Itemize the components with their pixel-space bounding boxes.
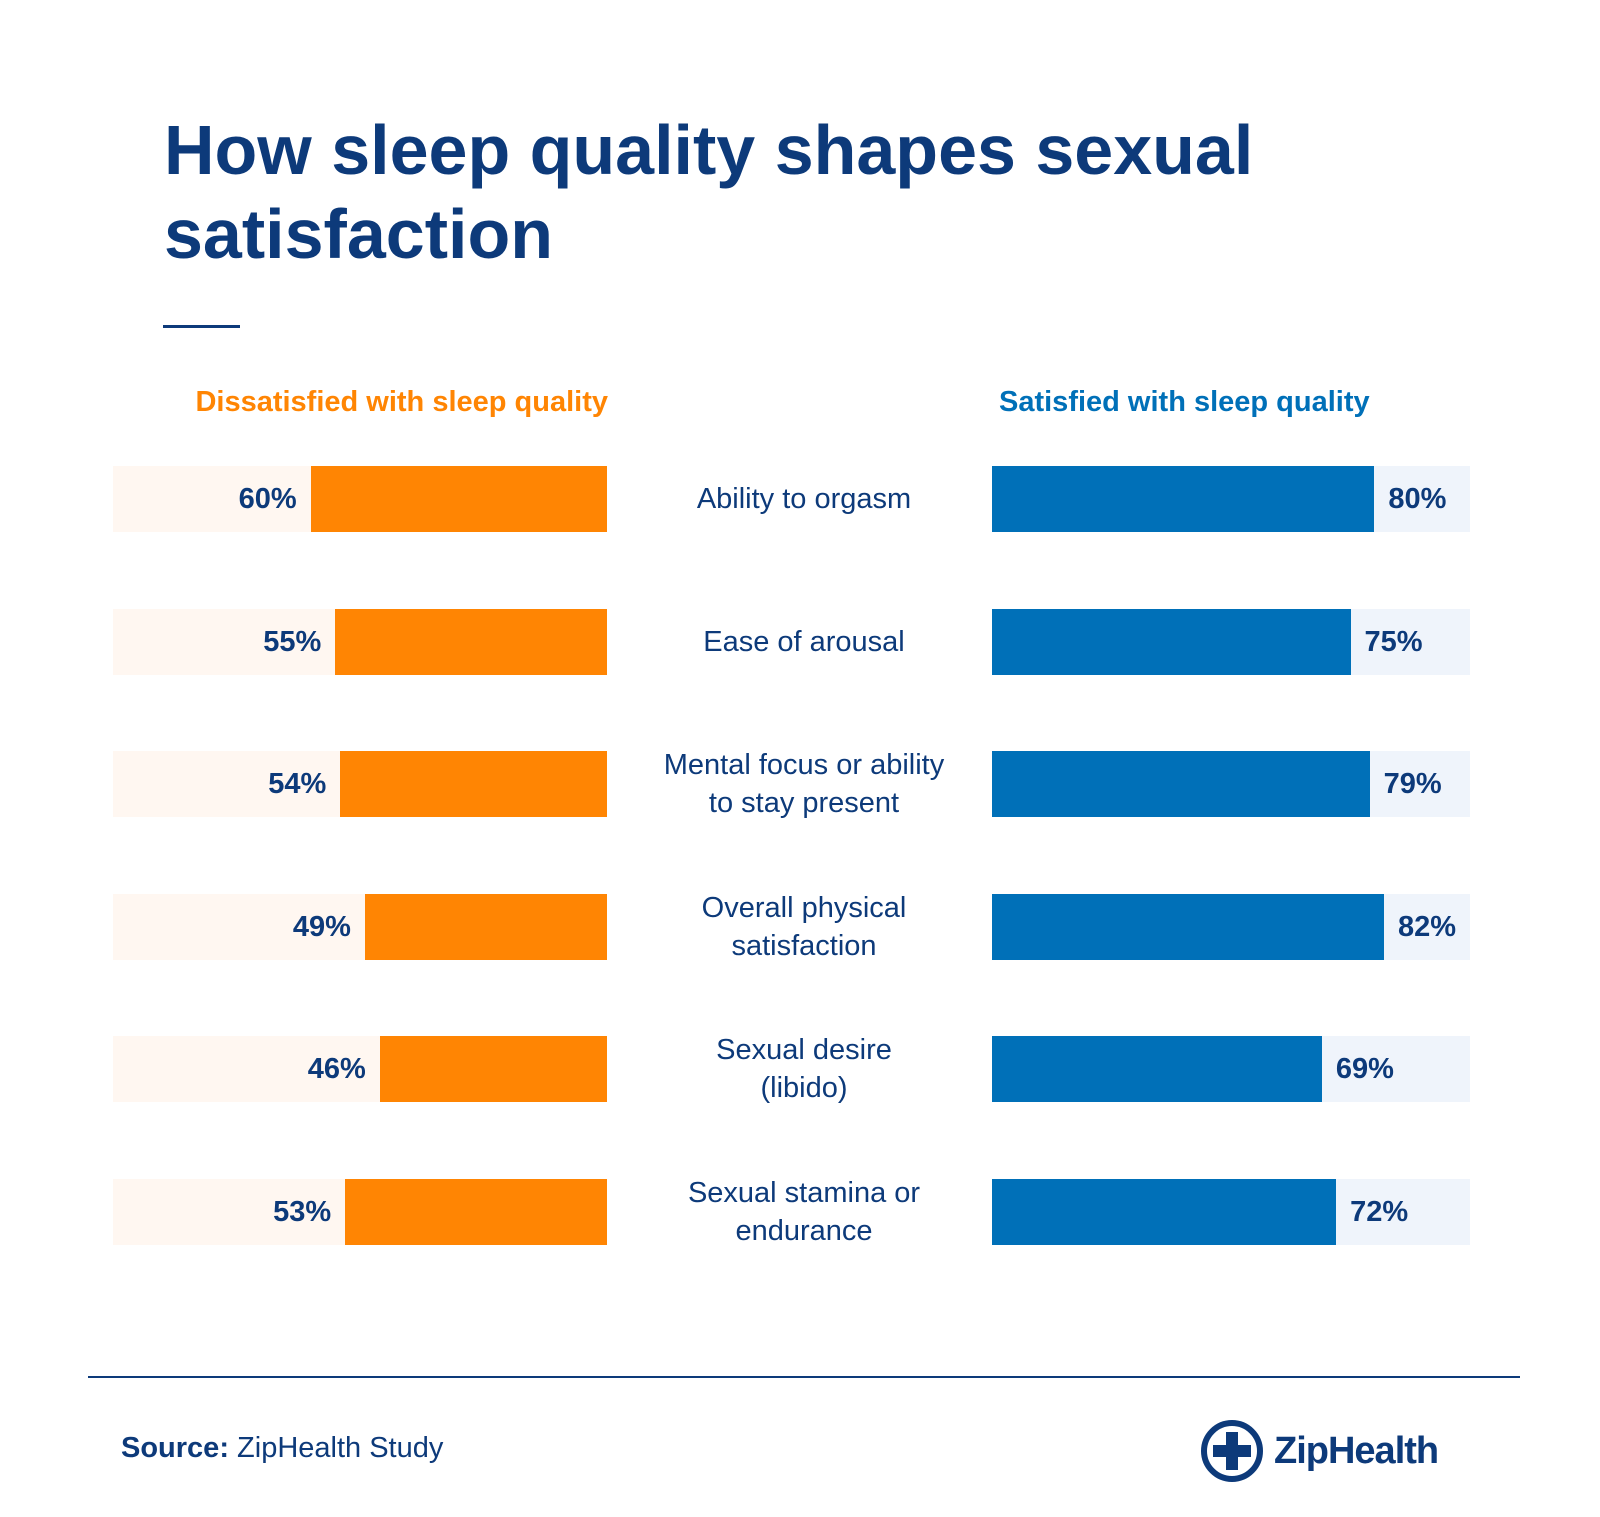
dissatisfied-value-label: 55% <box>263 625 322 658</box>
legend-dissatisfied: Dissatisfied with sleep quality <box>195 386 608 418</box>
source-label: Source: <box>121 1432 229 1464</box>
category-label-line: Sexual stamina or <box>687 1176 921 1209</box>
satisfied-value-label: 80% <box>1388 483 1447 515</box>
dissatisfied-bar <box>345 1178 607 1245</box>
satisfied-track: 72% <box>992 1178 1470 1245</box>
medical-cross-icon <box>1201 1420 1263 1482</box>
source-value: ZipHealth Study <box>237 1432 444 1464</box>
chart-row: 46% Sexual desire (libido) 69% <box>0 1034 1600 1104</box>
category-label: Ability to orgasm <box>624 480 984 518</box>
dissatisfied-bar <box>335 608 607 675</box>
category-label: Sexual stamina or endurance <box>624 1174 984 1250</box>
dissatisfied-track: 49% <box>113 893 607 960</box>
source-note: Source: ZipHealth Study <box>121 1432 443 1465</box>
category-label-line: endurance <box>735 1214 873 1247</box>
category-label: Overall physical satisfaction <box>624 889 984 965</box>
category-label-line: (libido) <box>760 1072 848 1104</box>
dissatisfied-bar <box>310 466 607 532</box>
title-divider <box>163 325 240 328</box>
dissatisfied-track: 55% <box>113 608 607 675</box>
chart-row: 49% Overall physical satisfaction 82% <box>0 892 1600 962</box>
chart-row: 54% Mental focus or ability to stay prese… <box>0 749 1600 819</box>
dissatisfied-track: 53% <box>113 1178 607 1245</box>
satisfied-bar <box>992 1036 1322 1102</box>
satisfied-bar <box>992 608 1351 675</box>
dissatisfied-value-label: 46% <box>307 1053 366 1085</box>
satisfied-bar <box>992 893 1384 960</box>
ziphealth-logo: ZipHealth <box>1200 1419 1439 1483</box>
dissatisfied-bar <box>364 893 607 960</box>
footer-divider <box>88 1376 1520 1378</box>
category-label: Mental focus or ability to stay present <box>624 746 984 822</box>
legend-satisfied: Satisfied with sleep quality <box>999 386 1370 418</box>
dissatisfied-value-label: 53% <box>273 1195 332 1228</box>
chart-row: 53% Sexual stamina or endurance 72% <box>0 1177 1600 1247</box>
category-label-line: satisfaction <box>731 929 877 962</box>
dissatisfied-track: 60% <box>113 466 607 532</box>
satisfied-track: 75% <box>992 608 1470 675</box>
dissatisfied-value-label: 54% <box>268 768 327 800</box>
chart-title: How sleep quality shapes sexual satisfac… <box>164 111 1254 273</box>
logo-text: ZipHealth <box>1274 1429 1439 1472</box>
category-label-line: Ease of arousal <box>703 625 905 658</box>
chart-row: 60% Ability to orgasm 80% <box>0 466 1600 532</box>
satisfied-bar <box>992 466 1375 532</box>
category-label-line: Overall physical <box>701 891 907 924</box>
satisfied-value-label: 82% <box>1397 910 1456 943</box>
category-label-line: Mental focus or ability <box>663 749 945 781</box>
category-label-line: Sexual desire <box>716 1034 892 1066</box>
category-label: Sexual desire (libido) <box>624 1031 984 1107</box>
chart-row: 55% Ease of arousal 75% <box>0 608 1600 675</box>
category-label-line: to stay present <box>708 787 900 819</box>
satisfied-track: 79% <box>992 751 1470 817</box>
satisfied-track: 80% <box>992 466 1470 532</box>
satisfied-value-label: 75% <box>1364 625 1423 658</box>
dissatisfied-bar <box>340 751 607 817</box>
dissatisfied-bar <box>379 1036 607 1102</box>
satisfied-value-label: 72% <box>1350 1195 1409 1228</box>
category-label-line: Ability to orgasm <box>696 483 912 515</box>
dissatisfied-track: 46% <box>113 1036 607 1102</box>
dissatisfied-value-label: 60% <box>238 483 297 515</box>
satisfied-bar <box>992 1178 1337 1245</box>
satisfied-bar <box>992 751 1370 817</box>
satisfied-value-label: 79% <box>1383 768 1442 800</box>
satisfied-track: 82% <box>992 893 1470 960</box>
category-label: Ease of arousal <box>624 623 984 661</box>
satisfied-track: 69% <box>992 1036 1470 1102</box>
dissatisfied-track: 54% <box>113 751 607 817</box>
satisfied-value-label: 69% <box>1335 1053 1394 1085</box>
dissatisfied-value-label: 49% <box>292 910 351 943</box>
